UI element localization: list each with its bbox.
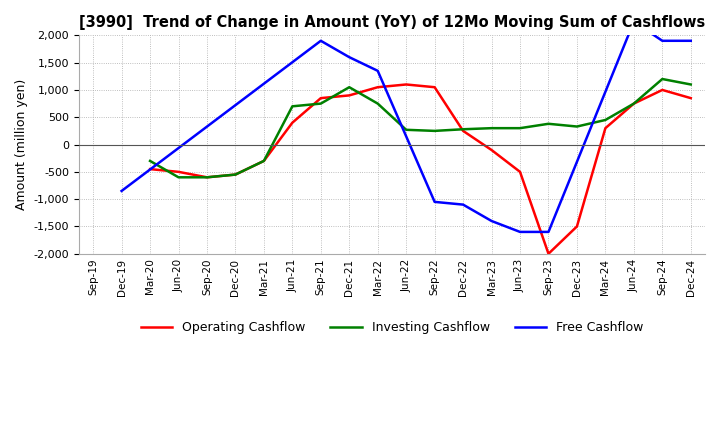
Operating Cashflow <box>658 87 667 92</box>
Operating Cashflow <box>431 84 439 90</box>
Operating Cashflow <box>345 93 354 98</box>
Investing Cashflow <box>658 77 667 82</box>
Investing Cashflow <box>402 127 410 132</box>
Investing Cashflow <box>345 84 354 90</box>
Investing Cashflow <box>459 127 467 132</box>
Operating Cashflow <box>317 95 325 101</box>
Free Cashflow <box>544 229 553 235</box>
Investing Cashflow <box>487 125 496 131</box>
Operating Cashflow <box>374 84 382 90</box>
Free Cashflow <box>686 38 695 44</box>
Free Cashflow <box>345 55 354 60</box>
Investing Cashflow <box>374 101 382 106</box>
Legend: Operating Cashflow, Investing Cashflow, Free Cashflow: Operating Cashflow, Investing Cashflow, … <box>135 316 648 339</box>
Operating Cashflow <box>202 175 211 180</box>
Title: [3990]  Trend of Change in Amount (YoY) of 12Mo Moving Sum of Cashflows: [3990] Trend of Change in Amount (YoY) o… <box>78 15 705 30</box>
Free Cashflow <box>516 229 524 235</box>
Investing Cashflow <box>686 82 695 87</box>
Investing Cashflow <box>231 172 240 177</box>
Investing Cashflow <box>145 158 154 164</box>
Investing Cashflow <box>601 117 610 123</box>
Line: Free Cashflow: Free Cashflow <box>122 22 690 232</box>
Free Cashflow <box>374 68 382 73</box>
Operating Cashflow <box>601 125 610 131</box>
Line: Operating Cashflow: Operating Cashflow <box>150 84 690 254</box>
Line: Investing Cashflow: Investing Cashflow <box>150 79 690 177</box>
Free Cashflow <box>658 38 667 44</box>
Investing Cashflow <box>260 158 269 164</box>
Operating Cashflow <box>145 166 154 172</box>
Operating Cashflow <box>231 172 240 177</box>
Operating Cashflow <box>260 158 269 164</box>
Operating Cashflow <box>487 147 496 153</box>
Investing Cashflow <box>174 175 183 180</box>
Investing Cashflow <box>516 125 524 131</box>
Operating Cashflow <box>516 169 524 175</box>
Free Cashflow <box>317 38 325 44</box>
Investing Cashflow <box>317 101 325 106</box>
Investing Cashflow <box>572 124 581 129</box>
Investing Cashflow <box>288 104 297 109</box>
Investing Cashflow <box>544 121 553 126</box>
Investing Cashflow <box>431 128 439 133</box>
Y-axis label: Amount (million yen): Amount (million yen) <box>15 79 28 210</box>
Free Cashflow <box>431 199 439 205</box>
Operating Cashflow <box>572 224 581 229</box>
Free Cashflow <box>487 218 496 224</box>
Operating Cashflow <box>686 95 695 101</box>
Operating Cashflow <box>629 101 638 106</box>
Operating Cashflow <box>288 120 297 125</box>
Free Cashflow <box>117 188 126 194</box>
Investing Cashflow <box>629 101 638 106</box>
Free Cashflow <box>459 202 467 207</box>
Operating Cashflow <box>402 82 410 87</box>
Investing Cashflow <box>202 175 211 180</box>
Operating Cashflow <box>544 251 553 257</box>
Operating Cashflow <box>174 169 183 175</box>
Free Cashflow <box>629 19 638 24</box>
Operating Cashflow <box>459 128 467 133</box>
